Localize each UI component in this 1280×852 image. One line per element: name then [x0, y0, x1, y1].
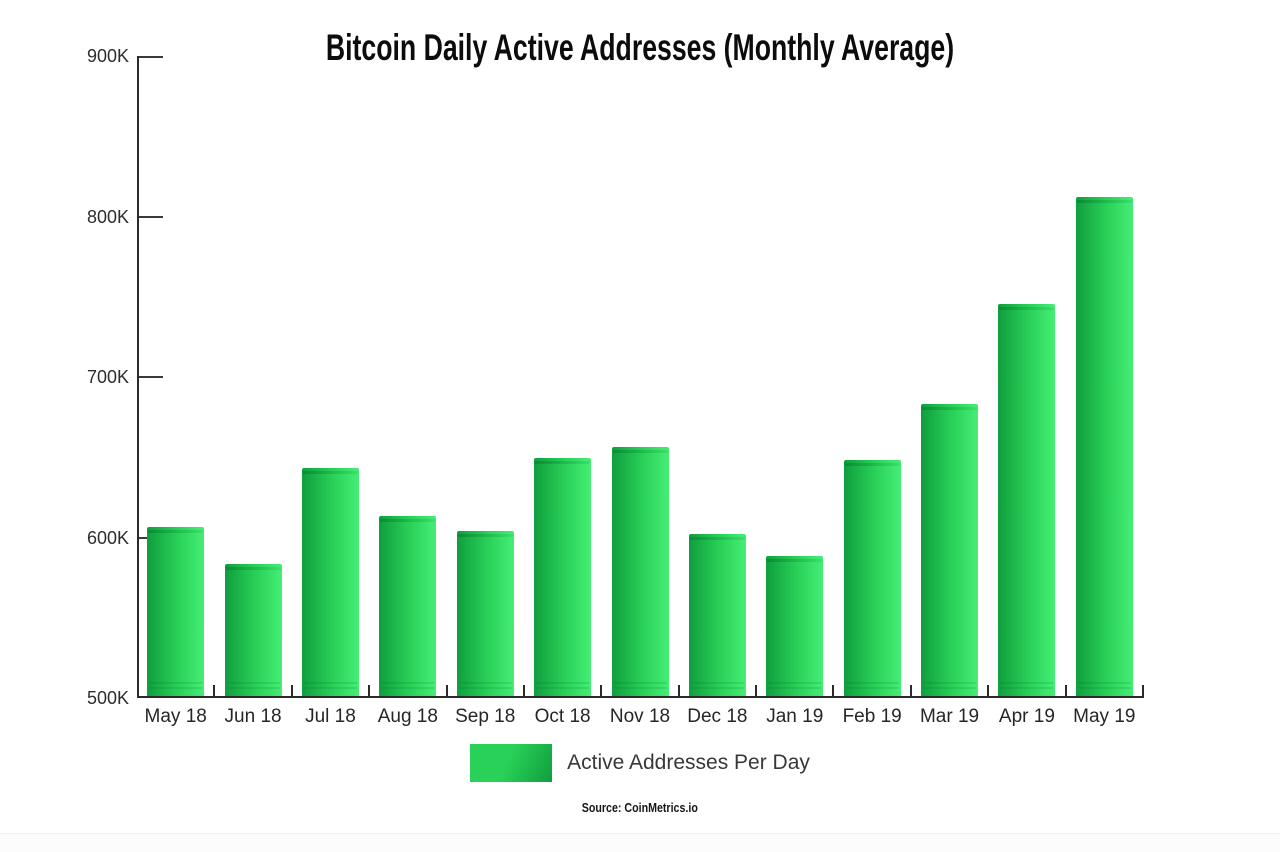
- x-axis-label: Jul 18: [305, 706, 356, 727]
- x-axis-label: Apr 19: [998, 706, 1055, 727]
- y-axis-label: 700K: [86, 367, 129, 387]
- bar-nov-18: [611, 447, 669, 696]
- x-axis-tick: [600, 685, 603, 698]
- bar-oct-18: [534, 458, 592, 696]
- x-axis-tick: [213, 685, 216, 698]
- legend-swatch: [470, 744, 553, 782]
- bar-dec-18: [688, 533, 746, 696]
- bar-feb-19: [843, 460, 901, 696]
- source-row: Source: CoinMetrics.io: [0, 799, 1280, 817]
- x-axis-label: Nov 18: [609, 706, 671, 727]
- x-axis-tick: [445, 685, 448, 698]
- x-axis-label: Mar 19: [919, 706, 980, 727]
- source-text: Source: CoinMetrics.io: [581, 800, 699, 815]
- bar-may-19: [1075, 196, 1133, 696]
- y-axis-tick: [139, 56, 163, 58]
- x-axis-label: Dec 18: [687, 706, 748, 727]
- legend: Active Addresses Per Day: [0, 744, 1280, 782]
- y-axis-label: 900K: [86, 46, 129, 66]
- x-axis-tick: [755, 685, 758, 698]
- x-axis-tick: [368, 685, 371, 698]
- bar-mar-19: [921, 403, 979, 696]
- x-axis-tick: [987, 685, 990, 698]
- x-axis-label: May 18: [144, 706, 207, 727]
- chart-title: Bitcoin Daily Active Addresses (Monthly …: [325, 27, 955, 68]
- x-axis-line: [137, 696, 1143, 698]
- x-axis-tick: [832, 685, 835, 698]
- bar-sep-18: [456, 530, 514, 696]
- x-axis-label: Sep 18: [455, 706, 516, 727]
- x-axis-label: Aug 18: [377, 706, 438, 727]
- x-axis-label: Feb 19: [842, 706, 902, 727]
- x-axis-label: Oct 18: [534, 706, 591, 727]
- y-axis-label: 500K: [86, 688, 129, 708]
- bar-apr-19: [998, 304, 1056, 696]
- bar-aug-18: [379, 516, 437, 696]
- x-axis-tick: [1064, 685, 1067, 698]
- y-axis-tick: [139, 376, 163, 378]
- plot-area: 900K 800K 700K 600K 500K May 18 Jun 18 Jul 18 Au…: [87, 46, 1144, 727]
- y-axis-line: [137, 56, 139, 698]
- y-axis-label: 800K: [86, 206, 129, 227]
- y-axis-tick: [139, 215, 163, 218]
- x-axis-label: Jan 19: [766, 706, 824, 727]
- bar-jun-18: [224, 564, 282, 696]
- x-axis-label: Jun 18: [224, 706, 282, 727]
- bottom-edge-line: [0, 833, 1280, 852]
- x-axis-tick: [909, 685, 912, 698]
- bar-jan-19: [766, 556, 824, 696]
- bar-jul-18: [301, 468, 359, 696]
- bar-may-18: [147, 527, 205, 696]
- x-axis-tick: [290, 685, 293, 698]
- legend-label: Active Addresses Per Day: [567, 751, 810, 774]
- y-axis-label: 600K: [86, 527, 129, 548]
- x-axis-tick: [1142, 685, 1144, 698]
- x-axis-tick: [522, 685, 525, 698]
- x-axis-tick: [677, 685, 680, 698]
- x-axis-label: May 19: [1073, 706, 1136, 727]
